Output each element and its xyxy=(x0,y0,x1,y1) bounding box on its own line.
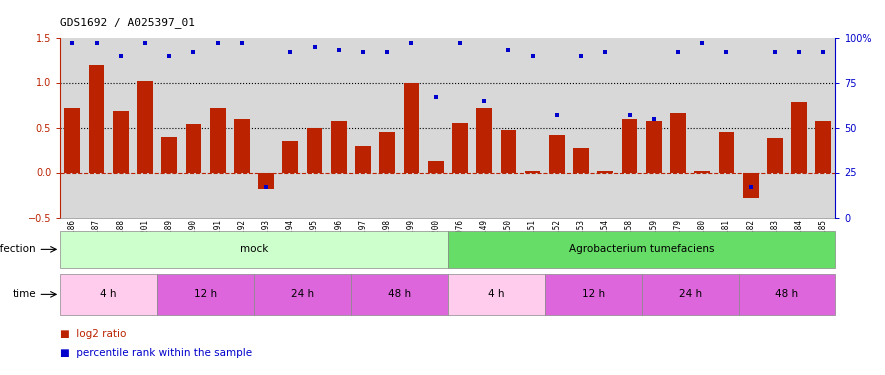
Bar xyxy=(355,146,371,172)
Point xyxy=(695,40,709,46)
Bar xyxy=(476,108,492,172)
Bar xyxy=(642,274,738,315)
Text: 4 h: 4 h xyxy=(488,290,504,299)
Point xyxy=(428,94,442,100)
Bar xyxy=(60,274,158,315)
Point xyxy=(138,40,152,46)
Point xyxy=(477,98,491,104)
Text: 24 h: 24 h xyxy=(679,290,702,299)
Bar xyxy=(549,135,565,172)
Point xyxy=(404,40,419,46)
Point xyxy=(501,47,515,53)
Point xyxy=(259,184,273,190)
Text: 48 h: 48 h xyxy=(388,290,411,299)
Bar xyxy=(88,64,104,172)
Bar xyxy=(351,274,448,315)
Point xyxy=(187,49,201,55)
Bar xyxy=(404,82,419,172)
Text: GDS1692 / A025397_01: GDS1692 / A025397_01 xyxy=(60,17,196,28)
Bar xyxy=(282,141,298,172)
Point xyxy=(792,49,806,55)
Bar xyxy=(254,274,351,315)
Bar xyxy=(738,274,835,315)
Point xyxy=(550,112,564,118)
Bar xyxy=(621,118,637,172)
Point xyxy=(381,49,395,55)
Text: 4 h: 4 h xyxy=(100,290,117,299)
Bar xyxy=(137,81,153,172)
Bar xyxy=(544,274,642,315)
Bar xyxy=(161,136,177,172)
Point xyxy=(283,49,297,55)
Bar xyxy=(525,171,541,172)
Text: ■  log2 ratio: ■ log2 ratio xyxy=(60,329,127,339)
Point xyxy=(113,53,127,58)
Bar xyxy=(695,171,710,172)
Point xyxy=(356,49,370,55)
Point xyxy=(332,47,346,53)
Bar xyxy=(452,123,468,172)
Point xyxy=(89,40,104,46)
Point xyxy=(65,40,80,46)
Bar xyxy=(743,172,758,198)
Text: Agrobacterium tumefaciens: Agrobacterium tumefaciens xyxy=(569,244,714,254)
Text: ■  percentile rank within the sample: ■ percentile rank within the sample xyxy=(60,348,252,357)
Bar xyxy=(767,138,782,172)
Bar xyxy=(186,124,201,172)
Bar xyxy=(113,111,128,172)
Bar xyxy=(210,108,226,172)
Bar xyxy=(380,132,395,172)
Point xyxy=(622,112,636,118)
Bar xyxy=(65,108,81,172)
Bar xyxy=(501,130,516,172)
Text: infection: infection xyxy=(0,244,36,254)
Bar xyxy=(670,113,686,172)
Text: time: time xyxy=(12,290,36,299)
Bar xyxy=(234,118,250,172)
Point xyxy=(211,40,225,46)
Text: mock: mock xyxy=(240,244,268,254)
Bar xyxy=(448,274,545,315)
Bar xyxy=(60,231,448,268)
Text: 24 h: 24 h xyxy=(291,290,314,299)
Point xyxy=(574,53,589,58)
Bar xyxy=(258,172,274,189)
Point xyxy=(720,49,734,55)
Bar xyxy=(448,231,835,268)
Bar xyxy=(427,161,443,172)
Bar xyxy=(815,121,831,172)
Bar xyxy=(573,148,589,172)
Text: 48 h: 48 h xyxy=(775,290,798,299)
Point xyxy=(598,49,612,55)
Point xyxy=(671,49,685,55)
Bar xyxy=(307,128,322,172)
Bar xyxy=(791,102,807,172)
Point xyxy=(235,40,249,46)
Point xyxy=(647,116,661,122)
Text: 12 h: 12 h xyxy=(581,290,604,299)
Point xyxy=(453,40,467,46)
Point xyxy=(816,49,830,55)
Point xyxy=(526,53,540,58)
Point xyxy=(307,44,321,50)
Bar xyxy=(597,171,613,172)
Point xyxy=(162,53,176,58)
Bar xyxy=(719,132,735,172)
Point xyxy=(768,49,782,55)
Bar xyxy=(646,121,662,172)
Bar xyxy=(331,121,347,172)
Bar xyxy=(158,274,254,315)
Point xyxy=(743,184,758,190)
Text: 12 h: 12 h xyxy=(194,290,217,299)
